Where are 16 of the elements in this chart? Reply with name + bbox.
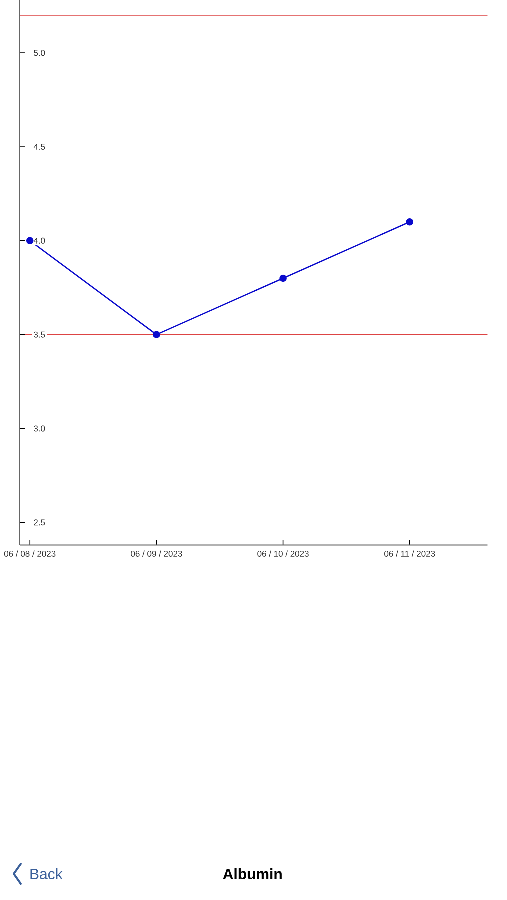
point <box>280 274 288 282</box>
x-tick-label: 06 / 08 / 2023 <box>4 550 56 557</box>
x-tick-label: 06 / 09 / 2023 <box>131 550 182 557</box>
y-tick-label: 4.5 <box>34 144 46 150</box>
text: Back <box>30 868 63 880</box>
point <box>153 331 160 338</box>
y-tick-label: 5.0 <box>34 50 46 56</box>
y-tick-label: 3.0 <box>34 426 46 432</box>
y-tick-label: 4.0 <box>34 238 46 244</box>
y-tick-label: 3.5 <box>34 332 46 338</box>
y-tick-label: 2.5 <box>34 520 46 526</box>
x-tick-label: 06 / 11 / 2023 <box>384 550 436 557</box>
text: Albumin <box>223 868 282 880</box>
point <box>26 237 34 245</box>
x-tick-label: 06 / 10 / 2023 <box>258 550 310 557</box>
point <box>406 218 414 226</box>
